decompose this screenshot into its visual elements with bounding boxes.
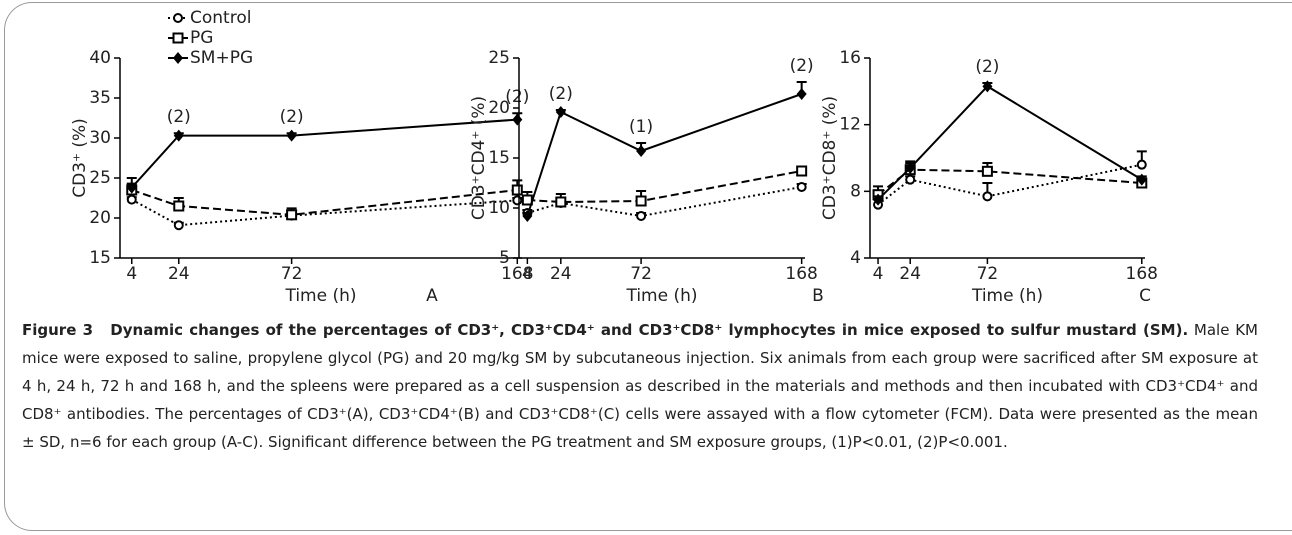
marker	[173, 129, 184, 142]
x-tick-label: 168	[501, 264, 533, 284]
marker	[796, 88, 807, 100]
annotation: (2)	[549, 84, 573, 104]
marker	[555, 196, 567, 208]
x-axis-label: Time (h)	[284, 286, 356, 305]
caption-label: Figure 3	[22, 321, 94, 339]
annotation: (1)	[629, 117, 653, 137]
marker	[796, 165, 808, 177]
x-axis-label: Time (h)	[625, 286, 697, 305]
series-line	[526, 93, 802, 217]
x-tick-label: 4	[126, 264, 137, 284]
x-tick-label: 24	[550, 264, 572, 284]
marker	[512, 195, 523, 206]
series-line	[877, 163, 1142, 206]
marker	[873, 193, 884, 206]
y-axis-label: CD3⁺CD4⁺ (%)	[469, 96, 489, 220]
marker	[981, 165, 993, 177]
marker	[982, 80, 993, 93]
marker	[522, 210, 533, 222]
marker	[173, 220, 184, 231]
series-line	[131, 189, 518, 216]
marker	[512, 113, 523, 126]
marker	[636, 211, 647, 221]
y-tick-label: 10	[488, 198, 510, 218]
x-axis-label: Time (h)	[971, 286, 1043, 305]
caption-title: Dynamic changes of the percentages of CD…	[110, 321, 1189, 339]
y-tick-label: 40	[89, 48, 111, 68]
y-tick-label: 5	[499, 248, 510, 268]
x-tick-label: 168	[785, 264, 817, 284]
y-tick-label: 20	[89, 208, 111, 228]
x-tick-label: 72	[630, 264, 652, 284]
y-tick-label: 12	[839, 115, 861, 135]
marker	[635, 195, 647, 207]
y-tick-label: 25	[488, 48, 510, 68]
y-tick-label: 25	[89, 168, 111, 188]
annotation: (2)	[505, 87, 529, 107]
series-line	[877, 85, 1143, 201]
y-tick-label: 15	[488, 148, 510, 168]
frame	[4, 2, 1292, 531]
marker	[126, 181, 137, 194]
y-tick-label: 16	[839, 48, 861, 68]
y-tick-label: 4	[850, 248, 861, 268]
marker	[982, 191, 993, 202]
marker	[173, 52, 183, 64]
series-line	[131, 118, 518, 189]
y-tick-label: 35	[89, 88, 111, 108]
marker	[126, 194, 137, 205]
series-line	[877, 168, 1142, 196]
marker	[1136, 159, 1147, 170]
y-tick-label: 15	[89, 248, 111, 268]
y-tick-label: 20	[488, 98, 510, 118]
marker	[555, 106, 566, 118]
marker	[173, 13, 183, 23]
legend-label: Control	[190, 8, 251, 28]
marker	[905, 174, 916, 185]
y-tick-label: 30	[89, 128, 111, 148]
marker	[905, 162, 916, 174]
panel-label: C	[1139, 286, 1151, 305]
caption-text: Male KM mice were exposed to saline, pro…	[22, 321, 1258, 451]
marker	[1136, 173, 1147, 186]
x-tick-label: 4	[873, 264, 884, 284]
annotation: (2)	[167, 107, 191, 127]
panel-label: B	[812, 286, 824, 305]
y-tick-label: 8	[850, 181, 861, 201]
x-tick-label: 72	[977, 264, 999, 284]
marker	[636, 145, 647, 157]
marker	[286, 209, 298, 221]
series-line	[131, 198, 518, 227]
x-tick-label: 24	[168, 264, 190, 284]
marker	[796, 182, 807, 192]
annotation: (2)	[975, 57, 999, 77]
series-line	[527, 186, 802, 218]
annotation: (2)	[790, 56, 814, 76]
legend-label: SM+PG	[190, 48, 253, 68]
x-tick-label: 72	[281, 264, 303, 284]
series-line	[527, 170, 802, 204]
marker	[286, 129, 297, 142]
caption: Figure 3 Dynamic changes of the percenta…	[22, 316, 1258, 456]
marker	[172, 32, 184, 44]
x-tick-label: 24	[899, 264, 921, 284]
marker	[173, 200, 185, 212]
x-tick-label: 168	[1126, 264, 1158, 284]
y-axis-label: CD3⁺ (%)	[70, 118, 90, 198]
x-tick-label: 4	[522, 264, 533, 284]
marker	[511, 184, 523, 196]
legend-label: PG	[190, 28, 213, 48]
annotation: (2)	[280, 107, 304, 127]
panel-label: A	[426, 286, 438, 305]
y-axis-label: CD3⁺CD8⁺ (%)	[820, 96, 840, 220]
